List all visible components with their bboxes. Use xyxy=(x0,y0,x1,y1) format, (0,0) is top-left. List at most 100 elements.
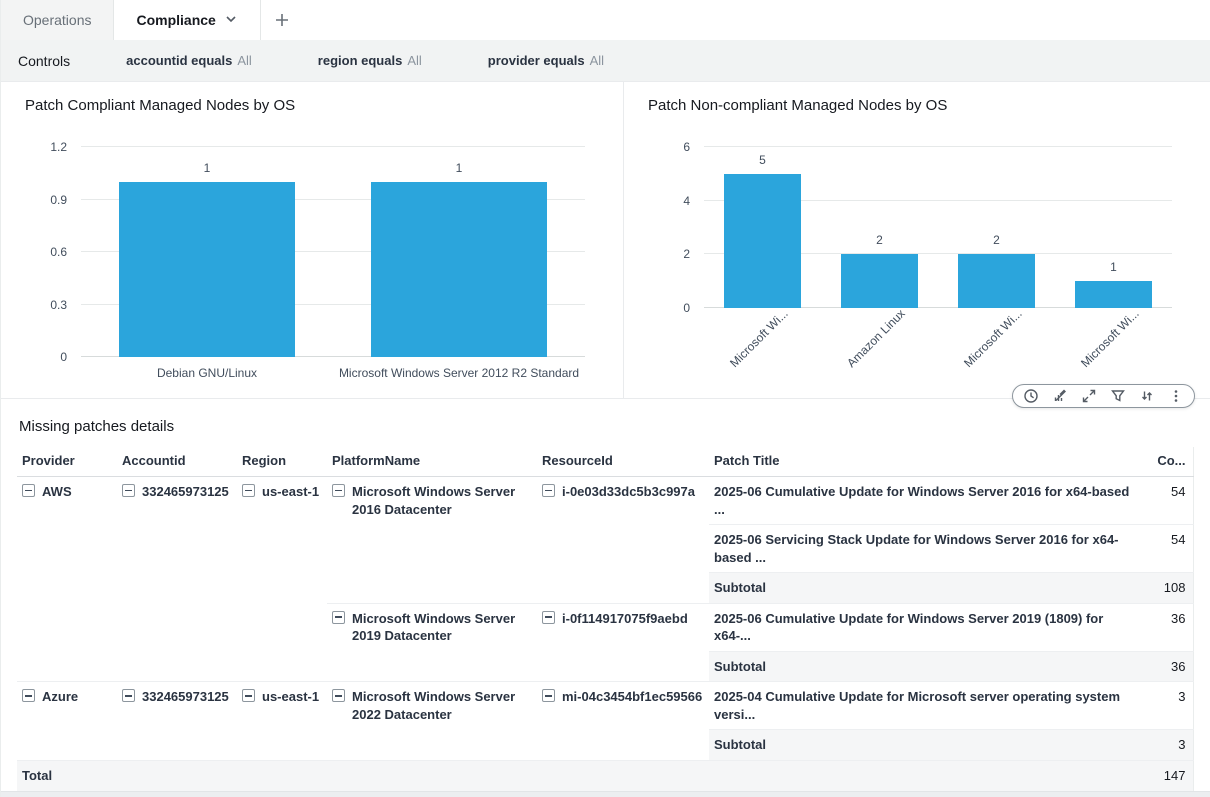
chart-plot-area: 1.2 0.9 0.6 0.3 0 1 1 xyxy=(50,140,585,364)
cell-patch: 2025-06 Cumulative Update for Windows Se… xyxy=(709,476,1145,526)
collapse-minus-icon[interactable] xyxy=(22,484,35,497)
x-axis-category-labels: Debian GNU/Linux Microsoft Windows Server… xyxy=(81,357,585,380)
collapse-minus-icon[interactable] xyxy=(242,689,255,703)
filter-accountid-value[interactable]: All xyxy=(237,53,252,68)
collapse-minus-icon[interactable] xyxy=(242,484,255,497)
controls-bar: Controls accountid equals All region equa… xyxy=(1,40,1210,82)
cell-patch: Subtotal xyxy=(709,651,1145,683)
export-icon[interactable] xyxy=(1139,388,1155,404)
charts-row: Patch Compliant Managed Nodes by OS 1.2 0… xyxy=(1,82,1210,399)
gridline xyxy=(81,146,585,147)
table-row: AWS 332465973125 us-east-1 Microsoft Window… xyxy=(17,476,1193,683)
cell-text: us-east-1 xyxy=(262,689,320,705)
cell-text: Subtotal xyxy=(714,658,766,674)
cell-resource: mi-04c3454bf1ec59566 xyxy=(537,681,709,762)
collapse-minus-icon[interactable] xyxy=(332,689,345,703)
filter-region-value[interactable]: All xyxy=(407,53,422,68)
patch-noncompliant-bar-chart[interactable]: 6 4 2 0 5 2 2 1 Microsoft Wi... Amazon Linux Micro… xyxy=(648,140,1186,386)
cell-text: us-east-1 xyxy=(262,484,320,499)
chart-edit-icon[interactable] xyxy=(1052,388,1068,404)
patch-compliant-chart-panel: Patch Compliant Managed Nodes by OS 1.2 0… xyxy=(1,82,624,398)
gridline xyxy=(704,253,1172,255)
cell-patch: Subtotal xyxy=(709,572,1145,604)
missing-patches-title: Missing patches details xyxy=(19,418,175,435)
filter-accountid-field: accountid equals xyxy=(126,53,233,68)
col-header-region[interactable]: Region xyxy=(237,447,327,477)
cell-count: 54 xyxy=(1145,524,1193,574)
cell-text: Subtotal xyxy=(714,580,766,596)
subtotal-row: Subtotal 108 xyxy=(17,572,1193,604)
patch-noncompliant-chart-title: Patch Non-compliant Managed Nodes by OS xyxy=(648,97,948,114)
collapse-minus-icon[interactable] xyxy=(542,610,555,624)
subtotal-row: Subtotal 36 xyxy=(17,651,1193,683)
cell-accountid: 332465973125 xyxy=(117,681,237,762)
gridline xyxy=(704,307,1172,308)
collapse-minus-icon[interactable] xyxy=(542,689,555,703)
cell-text: Subtotal xyxy=(714,737,766,753)
cell-text: 332465973125 xyxy=(142,484,229,499)
filter-provider-value[interactable]: All xyxy=(589,53,605,68)
col-header-provider[interactable]: Provider xyxy=(17,447,117,477)
cell-text: 2025-06 Servicing Stack Update for Windo… xyxy=(714,532,1119,565)
collapse-minus-icon[interactable] xyxy=(122,689,135,703)
horizontal-scrollbar[interactable] xyxy=(1,791,1210,797)
gridline xyxy=(81,251,585,252)
y-axis-tick-label: 2 xyxy=(683,247,690,262)
bar[interactable] xyxy=(957,254,1036,308)
col-header-count[interactable]: Co... xyxy=(1145,447,1193,477)
gridline xyxy=(704,199,1172,201)
chevron-down-icon[interactable] xyxy=(224,12,238,29)
filter-region[interactable]: region equals All xyxy=(318,53,422,68)
table-row: Azure 332465973125 us-east-1 Microsoft Wind… xyxy=(17,681,1193,762)
collapse-minus-icon[interactable] xyxy=(122,484,135,497)
patch-compliant-chart-title: Patch Compliant Managed Nodes by OS xyxy=(25,97,296,114)
bar[interactable] xyxy=(118,182,296,357)
cell-text: i-0e03d33dc5b3c997a xyxy=(562,484,695,499)
cell-text: Microsoft Windows Server 2016 Datacenter xyxy=(352,484,516,517)
bar[interactable] xyxy=(840,254,919,308)
kebab-menu-icon[interactable] xyxy=(1168,388,1184,404)
add-sheet-button[interactable] xyxy=(261,0,303,40)
y-axis-tick-label: 0.6 xyxy=(50,245,67,259)
filter-icon[interactable] xyxy=(1110,388,1126,404)
cell-region: us-east-1 xyxy=(237,476,327,683)
bar-slot: 1 xyxy=(81,147,333,357)
gridline xyxy=(704,146,1172,147)
missing-patches-table[interactable]: Provider Accountid Region PlatformName R… xyxy=(17,447,1194,792)
tab-compliance[interactable]: Compliance xyxy=(114,0,261,40)
filter-provider[interactable]: provider equals All xyxy=(488,53,604,68)
collapse-minus-icon[interactable] xyxy=(22,689,35,703)
col-header-accountid[interactable]: Accountid xyxy=(117,447,237,477)
cell-patch: 2025-04 Cumulative Update for Microsoft … xyxy=(709,681,1145,731)
maximize-icon[interactable] xyxy=(1081,388,1097,404)
bar[interactable] xyxy=(370,182,548,357)
filter-region-field: region equals xyxy=(317,53,403,68)
col-header-patch-title[interactable]: Patch Title xyxy=(709,447,1145,477)
bar[interactable] xyxy=(1074,281,1153,308)
tab-operations[interactable]: Operations xyxy=(1,0,115,40)
visual-on-hover-menu xyxy=(1012,384,1195,408)
patch-noncompliant-chart-panel: Patch Non-compliant Managed Nodes by OS … xyxy=(624,82,1210,398)
collapse-minus-icon[interactable] xyxy=(332,610,345,624)
bar-value-label: 5 xyxy=(759,152,766,167)
cell-text: Azure xyxy=(42,689,79,705)
cell-resource: i-0e03d33dc5b3c997a xyxy=(537,476,709,604)
bar-slot: 1 xyxy=(1055,147,1172,308)
filter-accountid[interactable]: accountid equals All xyxy=(126,53,252,68)
bar-value-label: 1 xyxy=(455,161,463,175)
cell-count: 36 xyxy=(1145,651,1193,683)
collapse-minus-icon[interactable] xyxy=(332,484,345,497)
cell-platform: Microsoft Windows Server 2016 Datacenter xyxy=(327,476,537,604)
patch-compliant-bar-chart[interactable]: 1.2 0.9 0.6 0.3 0 1 1 Debian GNU/Linux Microsoft… xyxy=(25,140,599,380)
chart-plot-area: 6 4 2 0 5 2 2 1 xyxy=(683,140,1172,315)
bar-value-label: 1 xyxy=(1110,260,1117,275)
bar-value-label: 1 xyxy=(203,161,211,175)
cell-patch: Subtotal xyxy=(709,729,1145,762)
col-header-resourceid[interactable]: ResourceId xyxy=(537,447,709,477)
clock-icon[interactable] xyxy=(1023,388,1039,404)
x-axis-category-label: Microsoft Windows Server 2012 R2 Standar… xyxy=(338,366,580,380)
collapse-minus-icon[interactable] xyxy=(542,484,555,497)
tab-operations-label: Operations xyxy=(23,12,92,28)
bar[interactable] xyxy=(723,173,802,308)
col-header-platformname[interactable]: PlatformName xyxy=(327,447,537,477)
